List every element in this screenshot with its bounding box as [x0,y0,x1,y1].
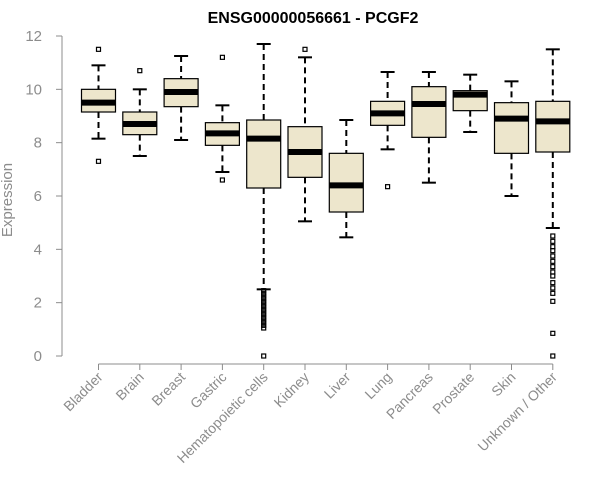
x-tick-label: Breast [148,369,188,409]
outlier-point [550,248,556,254]
box-group [370,71,406,190]
box-group [246,43,282,359]
box-group [163,55,199,141]
iqr-box [535,100,571,153]
outlier-point [550,253,556,259]
outlier-point [550,238,556,244]
box-group [452,73,488,133]
outlier-point [261,353,267,359]
outlier-point [261,298,267,304]
box-group [411,71,447,184]
outlier-point [95,158,102,164]
x-tick-label: Prostate [429,369,477,417]
y-tick-label: 8 [34,135,42,152]
outlier-point [261,309,267,315]
outlier-point [219,177,225,183]
outlier-point [261,314,267,320]
outlier-point [385,184,391,190]
y-tick-label: 4 [34,241,42,258]
box-group [287,46,323,223]
x-tick-label: Bladder [60,369,106,415]
outlier-point [302,46,308,52]
outlier-point [261,293,267,299]
outlier-point [550,264,556,270]
outlier-point [95,46,102,52]
outlier-point [261,320,267,326]
iqr-box [411,86,447,138]
box-group [122,68,158,157]
y-tick-label: 6 [34,188,42,205]
outlier-point [261,312,267,318]
y-tick-label: 2 [34,295,42,312]
outlier-point [261,288,267,294]
x-tick-label: Kidney [271,369,313,411]
outlier-point [550,290,556,296]
outlier-point [261,290,267,296]
outlier-point [261,306,267,312]
outlier-point [261,296,267,302]
outlier-point [550,269,556,275]
y-tick-label: 12 [25,28,42,45]
x-tick-label: Skin [488,369,519,400]
y-tick-label: 10 [25,81,42,98]
outlier-point [219,54,225,60]
outlier-point [550,233,556,239]
x-tick-label: Liver [321,369,354,402]
outlier-point [550,330,556,336]
box-series [80,43,571,359]
chart-title: ENSG00000056661 - PCGF2 [208,10,419,27]
outlier-point [550,353,556,359]
outlier-point [261,317,267,323]
outlier-point [261,301,267,307]
outlier-point [550,285,556,291]
outlier-point [550,298,556,304]
box-group [80,46,117,164]
y-axis-label: Expression [0,163,16,237]
y-axis: 0 2 4 6 8 10 12 [25,28,63,365]
x-tick-label: Lung [361,369,394,402]
outlier-point [550,280,556,286]
box-group [493,80,530,197]
box-group [204,54,240,183]
y-tick-label: 0 [34,348,42,365]
outlier-point [261,325,267,331]
outlier-point [261,304,267,310]
box-group [535,48,571,359]
iqr-box [493,102,530,154]
outlier-point [137,68,143,74]
outlier-point [261,322,267,328]
x-tick-label: Brain [112,369,146,403]
iqr-box [246,119,282,189]
box-group [328,119,364,239]
outlier-point [550,258,556,264]
outlier-point [550,273,556,279]
outlier-point [550,244,556,250]
